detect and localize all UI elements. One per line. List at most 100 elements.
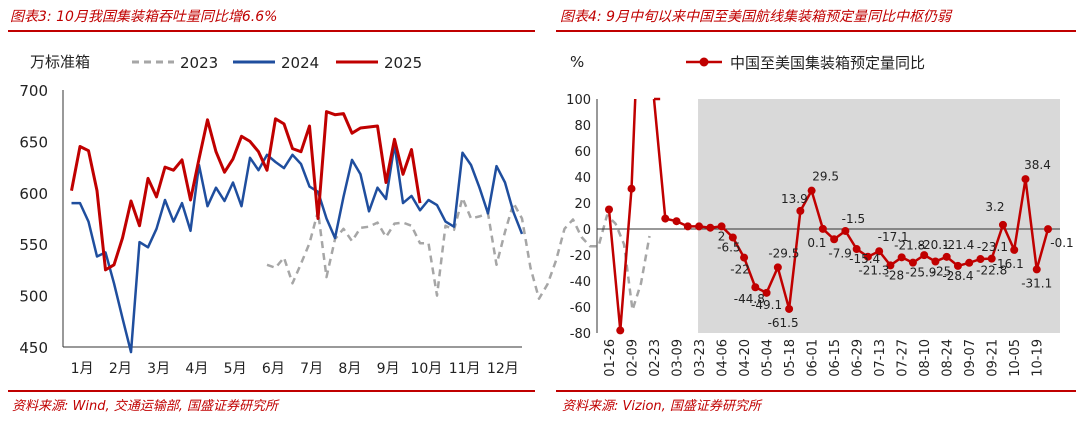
left-y-tick-label: 500	[19, 288, 48, 306]
right-data-point	[998, 220, 1007, 229]
left-figure-title: 图表3: 10月我国集装箱吞吐量同比增6.6%	[10, 9, 278, 25]
right-data-point	[706, 223, 715, 232]
right-data-point	[796, 206, 805, 215]
left-source-rule	[8, 390, 535, 392]
right-y-tick-label: 100	[566, 93, 591, 108]
right-data-label: -16.1	[993, 257, 1024, 271]
right-data-label: -1.5	[842, 212, 865, 226]
right-data-label: -7.9	[828, 246, 851, 260]
right-data-point	[852, 245, 861, 254]
right-data-label: -23.1	[977, 240, 1008, 254]
left-legend-label: 2024	[281, 54, 319, 72]
left-x-tick-label: 7月	[300, 361, 323, 377]
right-data-point	[908, 258, 917, 267]
right-x-tick-label: 04-20	[738, 339, 753, 377]
right-data-label: -28.4	[942, 269, 973, 283]
right-data-point	[976, 255, 985, 264]
right-data-label: -29.5	[768, 246, 799, 260]
right-y-tick-label: 60	[574, 145, 591, 160]
right-data-point	[953, 261, 962, 270]
right-data-label: -21.3	[858, 264, 889, 278]
right-y-tick-label: 80	[574, 119, 591, 134]
right-data-label: -22	[730, 263, 750, 277]
left-y-tick-label: 600	[19, 185, 48, 203]
right-x-tick-label: 06-15	[828, 339, 843, 377]
left-y-tick-label: 700	[19, 82, 48, 100]
right-data-label: -22.8	[976, 264, 1007, 278]
right-x-tick-label: 03-09	[671, 339, 686, 377]
right-x-tick-label: 07-13	[873, 339, 888, 377]
right-data-label: -21.4	[943, 238, 974, 252]
left-y-tick-label: 550	[19, 236, 48, 254]
left-source-note: 资料来源: Wind, 交通运输部, 国盛证券研究所	[12, 399, 278, 414]
right-data-point	[728, 233, 737, 242]
right-y-tick-label: -20	[570, 249, 591, 264]
left-series-line-2023	[266, 196, 651, 312]
right-data-point	[695, 222, 704, 231]
right-data-point	[785, 304, 794, 313]
left-x-tick-label: 1月	[71, 361, 94, 377]
right-data-point	[897, 253, 906, 262]
right-data-point	[1044, 225, 1052, 234]
right-data-point	[1032, 265, 1041, 274]
right-data-point	[1021, 175, 1030, 184]
right-data-point	[751, 283, 760, 292]
right-legend-label: 中国至美国集装箱预定量同比	[730, 54, 925, 72]
right-data-point	[987, 254, 996, 263]
left-title-rule	[8, 30, 535, 32]
right-x-tick-label: 06-29	[851, 339, 866, 377]
right-x-tick-label: 02-23	[648, 339, 663, 377]
right-y-unit-label: %	[570, 53, 584, 71]
right-data-label: -6.5	[717, 240, 740, 254]
left-unit-label: 万标准箱	[30, 53, 90, 71]
right-y-tick-label: -80	[570, 327, 591, 342]
right-data-point	[672, 217, 681, 226]
right-data-point	[875, 247, 884, 256]
right-data-label: 38.4	[1024, 158, 1051, 172]
right-data-point	[762, 288, 771, 297]
right-data-point	[1010, 245, 1019, 254]
right-y-tick-label: 0	[583, 223, 591, 238]
right-source-note: 资料来源: Vizion, 国盛证券研究所	[562, 399, 761, 414]
right-data-point	[740, 253, 749, 262]
right-data-label: -61.5	[768, 316, 799, 330]
right-data-point	[931, 257, 940, 266]
right-title-rule	[556, 30, 1076, 32]
right-data-point	[818, 224, 827, 233]
right-data-point	[605, 205, 613, 214]
right-data-point	[841, 226, 850, 235]
right-data-point	[807, 186, 816, 195]
right-legend-marker	[699, 57, 709, 67]
left-x-tick-label: 10月	[410, 361, 442, 377]
right-x-tick-label: 03-23	[693, 339, 708, 377]
right-shaded-region	[698, 99, 1060, 333]
right-data-point	[942, 252, 951, 261]
left-x-tick-label: 4月	[185, 361, 208, 377]
left-x-tick-label: 2月	[109, 361, 132, 377]
right-data-label: -17.1	[878, 230, 909, 244]
right-data-point	[661, 214, 670, 223]
right-data-label: -31.1	[1021, 276, 1052, 290]
right-y-tick-label: -40	[570, 275, 591, 290]
right-series-line-b	[630, 98, 637, 189]
right-x-tick-label: 10-19	[1031, 339, 1046, 377]
right-data-point	[886, 261, 895, 270]
right-data-label: -0.1	[1050, 236, 1073, 250]
right-figure-title: 图表4: 9月中旬以来中国至美国航线集装箱预定量同比中枢仍弱	[560, 9, 951, 25]
left-x-tick-label: 5月	[224, 361, 247, 377]
right-data-label: 0.1	[807, 236, 826, 250]
right-data-point	[863, 252, 872, 261]
right-x-tick-label: 10-05	[1008, 339, 1023, 377]
right-x-tick-label: 05-18	[783, 339, 798, 377]
right-x-tick-label: 07-27	[896, 339, 911, 377]
right-data-point	[616, 326, 625, 335]
right-y-tick-label: 40	[574, 171, 591, 186]
right-data-label: 13.9	[781, 192, 808, 206]
right-source-rule	[556, 390, 1076, 392]
right-x-tick-label: 09-21	[986, 339, 1001, 377]
right-data-point	[627, 184, 636, 193]
left-legend-label: 2025	[384, 54, 422, 72]
right-x-tick-label: 05-04	[761, 339, 776, 377]
right-data-label: 2	[718, 229, 726, 243]
